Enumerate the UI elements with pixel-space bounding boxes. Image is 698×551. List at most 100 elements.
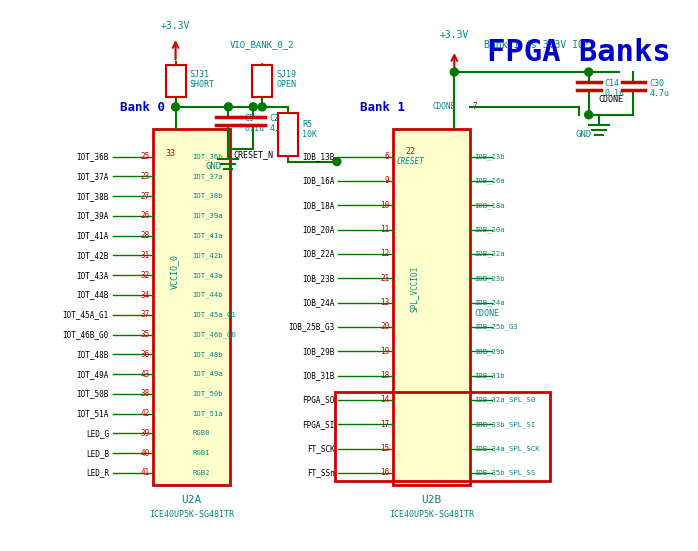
Text: 23: 23 <box>140 172 149 181</box>
Text: 16: 16 <box>380 468 389 478</box>
Text: LED_B: LED_B <box>86 449 109 458</box>
Text: IOB_32a_SPL_S0: IOB_32a_SPL_S0 <box>474 397 535 403</box>
Text: IOT_39A: IOT_39A <box>77 212 109 220</box>
Text: C14: C14 <box>604 79 620 88</box>
Circle shape <box>258 103 266 111</box>
Text: CRESET_N: CRESET_N <box>233 150 274 160</box>
Text: +3.3V: +3.3V <box>440 30 469 40</box>
Text: 41: 41 <box>140 468 149 478</box>
Text: IOT_37A: IOT_37A <box>77 172 109 181</box>
Text: GND: GND <box>205 161 221 171</box>
Text: VCCIO_0: VCCIO_0 <box>170 253 179 289</box>
Text: FT_SSn: FT_SSn <box>307 468 335 478</box>
Text: 18: 18 <box>380 371 389 380</box>
Text: 37: 37 <box>140 310 149 319</box>
Text: IOB_25b_G3: IOB_25b_G3 <box>474 323 518 330</box>
Text: 17: 17 <box>380 420 389 429</box>
Text: C22: C22 <box>269 114 284 123</box>
Text: IOB_34a_SPL_SCK: IOB_34a_SPL_SCK <box>474 445 540 452</box>
Bar <box>335 392 550 481</box>
Text: 4.7u: 4.7u <box>649 89 669 98</box>
Text: IOB_13B: IOB_13B <box>302 152 335 161</box>
Text: 28: 28 <box>140 231 149 240</box>
Text: 38: 38 <box>140 390 149 398</box>
Text: 36: 36 <box>140 350 149 359</box>
Text: IOT_37a: IOT_37a <box>193 173 223 180</box>
Text: IOT_46b_G0: IOT_46b_G0 <box>193 331 236 338</box>
Text: IOT_45A_G1: IOT_45A_G1 <box>63 310 109 319</box>
Text: IOB_31b: IOB_31b <box>474 372 505 379</box>
Text: IOT_36b: IOT_36b <box>193 153 223 160</box>
Text: IOB_29B: IOB_29B <box>302 347 335 356</box>
Text: GND: GND <box>576 129 592 139</box>
Text: Bank 0: Bank 0 <box>120 101 165 114</box>
Text: IOT_38B: IOT_38B <box>77 192 109 201</box>
Text: IOT_42B: IOT_42B <box>77 251 109 260</box>
Text: U2B: U2B <box>422 495 442 505</box>
Text: 10: 10 <box>380 201 389 210</box>
Text: 7: 7 <box>473 102 477 111</box>
Bar <box>278 113 298 155</box>
Text: IOB_35b_SPL_SS: IOB_35b_SPL_SS <box>474 469 535 476</box>
Text: 42: 42 <box>140 409 149 418</box>
Text: IOB_22a: IOB_22a <box>474 251 505 257</box>
Text: 34: 34 <box>140 290 149 300</box>
Text: 11: 11 <box>380 225 389 234</box>
Text: 39: 39 <box>140 429 149 438</box>
Text: 25: 25 <box>140 152 149 161</box>
Circle shape <box>224 103 232 111</box>
Bar <box>153 129 230 485</box>
Text: 40: 40 <box>140 449 149 458</box>
Text: IOB_20a: IOB_20a <box>474 226 505 233</box>
Text: IOT_48B: IOT_48B <box>77 350 109 359</box>
Text: 12: 12 <box>380 250 389 258</box>
Circle shape <box>249 103 257 111</box>
Text: IOB_16a: IOB_16a <box>474 177 505 184</box>
Text: 19: 19 <box>380 347 389 356</box>
Text: IOT_44b: IOT_44b <box>193 291 223 298</box>
Text: SPL_VCCIO1: SPL_VCCIO1 <box>410 266 419 312</box>
Circle shape <box>585 111 593 119</box>
Text: IOB_23b: IOB_23b <box>474 275 505 282</box>
Text: 27: 27 <box>140 192 149 201</box>
Text: IOB_23B: IOB_23B <box>302 274 335 283</box>
Text: CRESET: CRESET <box>396 157 424 166</box>
Text: 15: 15 <box>380 444 389 453</box>
Text: CDONE: CDONE <box>599 95 623 104</box>
Text: RGB2: RGB2 <box>193 470 210 476</box>
Text: ICE40UP5K-SG48ITR: ICE40UP5K-SG48ITR <box>149 510 234 519</box>
Text: IOT_41a: IOT_41a <box>193 233 223 239</box>
Text: IOT_41A: IOT_41A <box>77 231 109 240</box>
Text: IOB_22A: IOB_22A <box>302 250 335 258</box>
Text: 9: 9 <box>385 176 389 186</box>
Text: 43: 43 <box>140 370 149 379</box>
Text: U2A: U2A <box>181 495 202 505</box>
Text: ICE40UP5K-SG48ITR: ICE40UP5K-SG48ITR <box>389 510 474 519</box>
Text: IOB_18A: IOB_18A <box>302 201 335 210</box>
Text: IOT_51a: IOT_51a <box>193 410 223 417</box>
Text: IOB_16A: IOB_16A <box>302 176 335 186</box>
Bar <box>392 129 470 485</box>
Text: 0.1u: 0.1u <box>244 124 265 133</box>
Text: CDONE: CDONE <box>432 102 456 111</box>
Text: CDONE: CDONE <box>474 309 499 318</box>
Text: +3.3V: +3.3V <box>161 21 191 31</box>
Text: IOT_39a: IOT_39a <box>193 213 223 219</box>
Text: LED_R: LED_R <box>86 468 109 478</box>
Text: 21: 21 <box>380 274 389 283</box>
Text: IOB_33b_SPL_SI: IOB_33b_SPL_SI <box>474 421 535 428</box>
Text: OPEN: OPEN <box>276 80 296 89</box>
Text: 14: 14 <box>380 396 389 404</box>
Text: IOT_50b: IOT_50b <box>193 391 223 397</box>
Text: 32: 32 <box>140 271 149 280</box>
Text: 22: 22 <box>406 147 415 155</box>
Text: 20: 20 <box>380 322 389 332</box>
Bar <box>252 65 272 97</box>
Text: IOT_49A: IOT_49A <box>77 370 109 379</box>
Text: FPGA_SI: FPGA_SI <box>302 420 335 429</box>
Text: IOT_49a: IOT_49a <box>193 371 223 377</box>
Text: 8: 8 <box>332 157 337 166</box>
Text: 4.7u: 4.7u <box>269 124 289 133</box>
Text: IOT_43A: IOT_43A <box>77 271 109 280</box>
Text: 33: 33 <box>165 149 176 158</box>
